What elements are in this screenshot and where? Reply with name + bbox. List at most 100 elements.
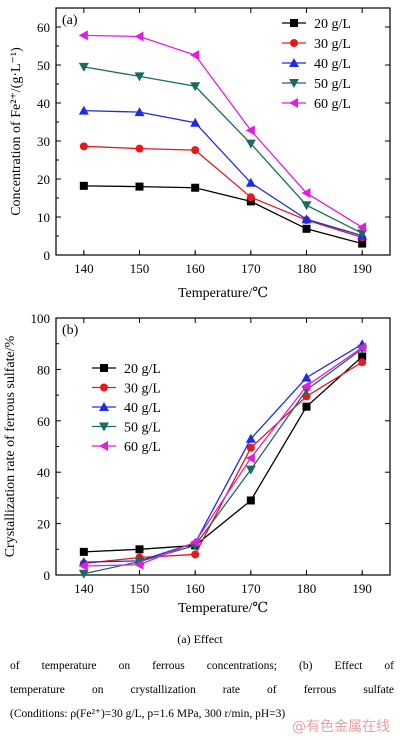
data-point-b-3: [78, 569, 89, 579]
y-axis-title-b: Crystallization rate of ferrous sulfate/…: [3, 335, 18, 557]
data-point-a-4: [78, 30, 88, 41]
y-tick-label-a: 10: [37, 210, 50, 225]
data-point-a-4: [245, 125, 255, 136]
data-point-b-4: [78, 561, 88, 572]
legend-marker-a-3: [289, 79, 299, 88]
series-line-a-4: [83, 34, 363, 228]
x-tick-label-a: 150: [130, 261, 150, 276]
data-point-a-3: [245, 139, 256, 149]
legend-label-b-1: 30 g/L: [124, 382, 161, 397]
data-point-a-1: [79, 142, 88, 151]
data-point-b-3: [245, 465, 256, 475]
legend-label-b-4: 60 g/L: [124, 440, 161, 455]
x-tick-label-b: 140: [74, 581, 94, 596]
data-point-a-2: [245, 177, 256, 187]
x-tick-label-b: 180: [297, 581, 317, 596]
y-axis-title-a: Concentration of Fe²⁺/(g·L⁻¹): [9, 47, 24, 216]
data-point-a-4: [301, 188, 311, 199]
legend-label-b-0: 20 g/L: [124, 362, 161, 377]
data-point-b-4: [357, 342, 367, 353]
data-point-a-4: [134, 31, 144, 42]
data-point-a-0: [358, 239, 367, 248]
legend-label-b-3: 50 g/L: [124, 421, 161, 436]
plot-frame-a: [55, 7, 391, 256]
series-line-a-1: [83, 145, 363, 239]
data-point-b-0: [358, 352, 367, 361]
y-tick-label-b: 20: [37, 517, 50, 532]
figure-caption-line-2: temperature on crystallization rate of f…: [10, 684, 394, 696]
legend-label-b-2: 40 g/L: [124, 401, 161, 416]
x-tick-label-a: 160: [185, 261, 205, 276]
data-point-b-1: [358, 358, 367, 367]
series-line-a-2: [83, 109, 363, 237]
legend-label-a-0: 20 g/L: [314, 17, 351, 32]
data-point-b-4: [245, 453, 255, 464]
series-line-b-4: [83, 347, 363, 567]
data-point-b-2: [301, 372, 312, 382]
data-point-b-1: [302, 392, 311, 401]
legend-marker-a-2: [289, 58, 299, 67]
x-axis-title-a: Temperature/℃: [178, 286, 268, 301]
data-point-b-4: [301, 381, 311, 392]
x-tick-label-a: 190: [352, 261, 372, 276]
data-point-b-0: [302, 402, 311, 411]
data-point-a-0: [135, 182, 144, 191]
series-line-a-3: [83, 66, 363, 234]
x-tick-label-b: 150: [130, 581, 150, 596]
figure-caption-sub: (a) Effect: [177, 632, 223, 646]
x-tick-label-a: 140: [74, 261, 94, 276]
x-tick-label-b: 170: [241, 581, 261, 596]
data-point-b-0: [246, 496, 255, 505]
data-point-a-2: [78, 105, 89, 115]
y-tick-label-b: 60: [37, 414, 50, 429]
data-point-a-1: [246, 193, 255, 202]
y-tick-label-a: 40: [37, 96, 50, 111]
x-tick-label-b: 190: [352, 581, 372, 596]
data-point-a-2: [301, 214, 312, 224]
figure-caption-line-1: of temperature on ferrous concentrations…: [10, 660, 394, 672]
data-point-a-3: [357, 229, 368, 239]
legend-marker-b-1: [100, 383, 108, 392]
figure: 140 150 160 170 180 190 0 10 20 30 40 50 60 Temperatu…: [3, 7, 391, 616]
x-tick-label-a: 170: [241, 261, 261, 276]
data-point-b-1: [191, 550, 200, 559]
data-point-b-0: [79, 547, 88, 556]
y-tick-label-a: 50: [37, 58, 50, 73]
series-line-a-0: [83, 185, 363, 245]
data-point-a-0: [246, 197, 255, 206]
y-tick-label-a: 30: [37, 134, 50, 149]
legend-label-a-4: 60 g/L: [314, 97, 351, 112]
data-point-a-1: [135, 144, 144, 153]
figure-caption-line-3: (Conditions: ρ(Fe²⁺)=30 g/L, p=1.6 MPa, …: [10, 708, 286, 720]
legend-marker-a-4: [289, 98, 298, 108]
data-point-b-4: [134, 559, 144, 570]
series-line-b-3: [83, 348, 363, 575]
legend-marker-a-1: [290, 39, 298, 47]
data-point-a-2: [190, 117, 201, 127]
legend-label-a-2: 40 g/L: [314, 57, 351, 72]
y-tick-label-b: 80: [37, 362, 50, 377]
data-point-a-4: [357, 222, 367, 233]
data-point-b-4: [190, 537, 200, 548]
data-point-b-0: [135, 545, 144, 554]
data-point-a-0: [191, 183, 200, 192]
x-tick-label-a: 180: [297, 261, 317, 276]
x-tick-label-b: 160: [185, 581, 205, 596]
y-tick-label-b: 100: [31, 311, 51, 326]
y-tick-label-b: 0: [44, 568, 51, 583]
panel-label-a: (a): [62, 13, 78, 28]
x-axis-title-b: Temperature/℃: [178, 601, 268, 616]
y-tick-label-b: 40: [37, 465, 50, 480]
data-point-a-1: [191, 146, 200, 155]
series-line-b-2: [83, 343, 363, 563]
data-point-a-3: [134, 72, 145, 82]
series-line-b-0: [83, 356, 363, 553]
data-point-a-4: [190, 50, 200, 61]
legend-marker-a-0: [290, 19, 298, 27]
data-point-b-1: [246, 443, 255, 452]
legend-label-a-1: 30 g/L: [314, 37, 351, 52]
legend-label-a-3: 50 g/L: [314, 77, 351, 92]
panel-label-b: (b): [62, 323, 79, 338]
watermark: @有色金属在线: [292, 719, 390, 735]
data-point-a-3: [78, 62, 89, 72]
